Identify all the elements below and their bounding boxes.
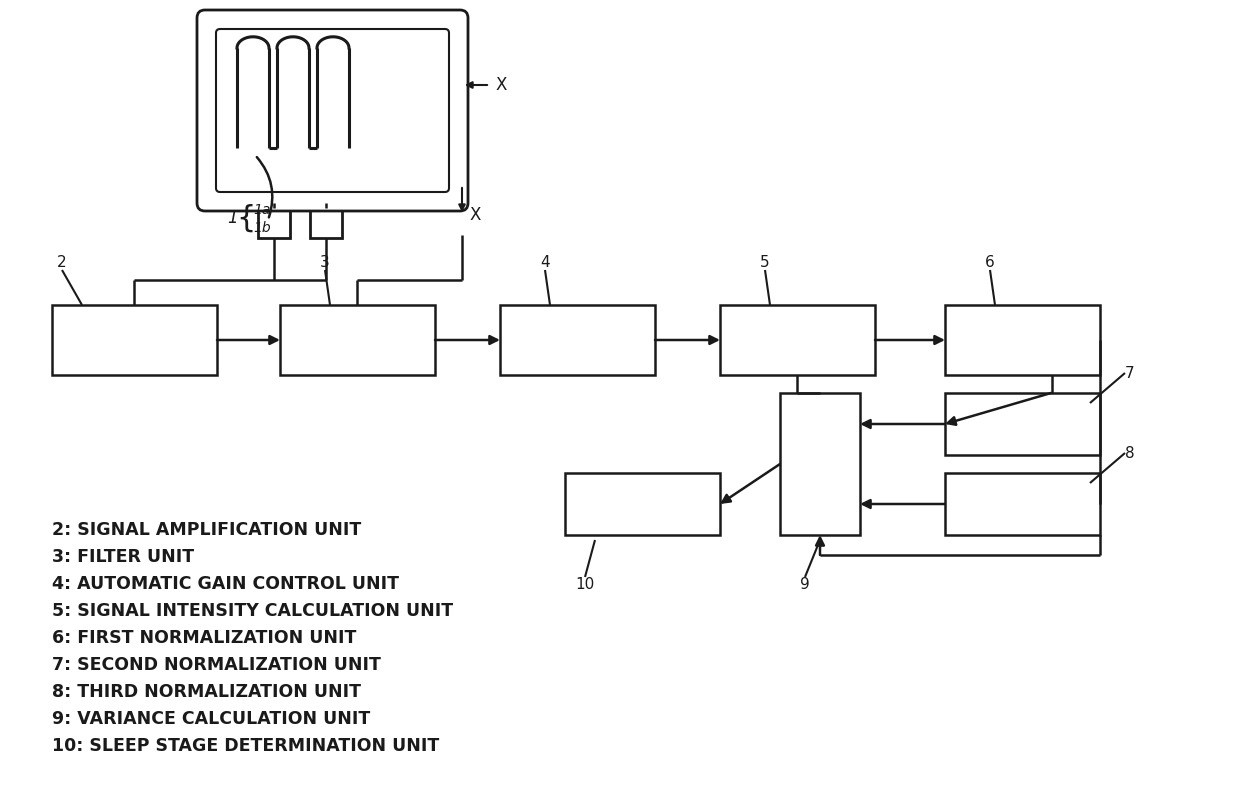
Text: 5: 5 — [760, 255, 770, 270]
Text: 10: SLEEP STAGE DETERMINATION UNIT: 10: SLEEP STAGE DETERMINATION UNIT — [52, 737, 439, 755]
Text: X: X — [496, 76, 507, 94]
Bar — [310, 208, 342, 238]
Text: 5: SIGNAL INTENSITY CALCULATION UNIT: 5: SIGNAL INTENSITY CALCULATION UNIT — [52, 602, 453, 620]
Text: 2: SIGNAL AMPLIFICATION UNIT: 2: SIGNAL AMPLIFICATION UNIT — [52, 521, 361, 539]
Text: 4: AUTOMATIC GAIN CONTROL UNIT: 4: AUTOMATIC GAIN CONTROL UNIT — [52, 575, 399, 593]
Bar — [780, 393, 861, 535]
Text: 1a: 1a — [253, 203, 270, 217]
Text: 7: SECOND NORMALIZATION UNIT: 7: SECOND NORMALIZATION UNIT — [52, 656, 381, 674]
Text: 8: THIRD NORMALIZATION UNIT: 8: THIRD NORMALIZATION UNIT — [52, 683, 361, 701]
Text: 3: FILTER UNIT: 3: FILTER UNIT — [52, 548, 195, 566]
Bar — [945, 473, 1100, 535]
Text: 2: 2 — [57, 255, 67, 270]
Text: X: X — [470, 206, 481, 224]
Bar — [945, 393, 1100, 455]
Text: 4: 4 — [541, 255, 549, 270]
Bar — [500, 305, 655, 375]
Bar — [945, 305, 1100, 375]
Bar — [565, 473, 720, 535]
Text: 8: 8 — [1125, 446, 1135, 460]
Bar — [258, 208, 290, 238]
Bar — [280, 305, 435, 375]
Text: {: { — [237, 204, 255, 232]
Text: 7: 7 — [1125, 366, 1135, 380]
Bar — [52, 305, 217, 375]
FancyBboxPatch shape — [216, 29, 449, 192]
Text: 6: FIRST NORMALIZATION UNIT: 6: FIRST NORMALIZATION UNIT — [52, 629, 356, 647]
Text: 1: 1 — [227, 209, 237, 227]
Text: 9: VARIANCE CALCULATION UNIT: 9: VARIANCE CALCULATION UNIT — [52, 710, 371, 728]
Text: 3: 3 — [320, 255, 330, 270]
Text: 1b: 1b — [253, 221, 270, 235]
Text: 9: 9 — [800, 577, 810, 592]
Bar — [720, 305, 875, 375]
FancyBboxPatch shape — [197, 10, 467, 211]
Text: 6: 6 — [985, 255, 994, 270]
Text: 10: 10 — [575, 577, 595, 592]
